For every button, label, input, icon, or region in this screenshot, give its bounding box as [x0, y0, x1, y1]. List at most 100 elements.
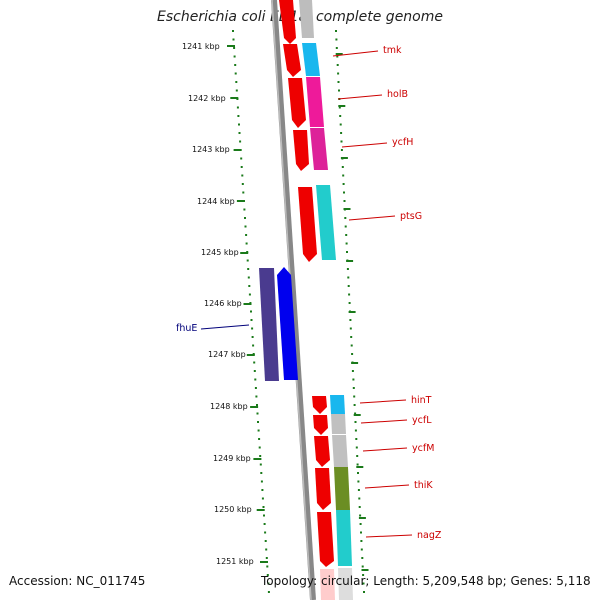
topology-text: Topology: circular; Length: 5,209,548 bp… [261, 574, 591, 588]
right-ruler-dot [345, 242, 348, 245]
gene-fhuE[interactable] [259, 267, 298, 381]
right-ruler-dot [359, 514, 362, 517]
tick-labels: 1241 kbp 1242 kbp 1243 kbp 1244 kbp 1245… [182, 42, 254, 566]
accession-text: Accession: NC_011745 [9, 574, 146, 588]
left-ruler-dot [265, 548, 268, 551]
right-ruler-dot [345, 234, 348, 236]
gene-label-ycfH[interactable]: ycfH [392, 137, 413, 148]
right-ruler-dot [356, 463, 359, 466]
left-ruler-dot [266, 565, 269, 568]
major-tick [233, 149, 242, 151]
left-ruler-dot [262, 506, 265, 508]
right-ruler-dot [356, 455, 359, 457]
gene-label-ptsG[interactable]: ptsG [400, 211, 422, 222]
tick-label-1250: 1250 kbp [214, 505, 252, 514]
right-ruler-dot [344, 217, 347, 219]
left-ruler-dot [257, 429, 260, 432]
right-ruler-dot [336, 64, 339, 66]
left-ruler-dot [246, 259, 249, 262]
right-ruler-dot [343, 200, 346, 202]
left-ruler-dot [253, 370, 256, 372]
left-ruler-dot [239, 140, 242, 143]
right-ruler-dot [363, 591, 365, 593]
gene-ycfH[interactable] [293, 128, 328, 171]
left-ruler-dot [248, 285, 251, 287]
left-ruler-dot [237, 115, 240, 117]
right-ruler-dot [354, 429, 357, 432]
left-ruler-dot [235, 81, 238, 83]
major-tick [236, 200, 245, 202]
gene-label-hinT[interactable]: hinT [411, 395, 432, 406]
right-ruler-dot [355, 446, 358, 449]
right-ruler-dot [359, 523, 362, 525]
right-ruler-dot [335, 30, 337, 32]
gene-nagZ[interactable] [317, 510, 352, 567]
left-ruler-dot [252, 344, 255, 347]
left-ruler-dot [253, 361, 256, 364]
right-ruler-dot [358, 506, 361, 508]
right-ruler-dot [351, 353, 354, 355]
gene-label-nagZ[interactable]: nagZ [417, 530, 442, 541]
gene-label-ycfM[interactable]: ycfM [412, 443, 434, 454]
left-ruler-dot [236, 106, 239, 109]
right-ruler-dot [357, 489, 360, 491]
gene-ptsG[interactable] [298, 185, 336, 262]
gene-label-tmk[interactable]: tmk [383, 45, 402, 56]
right-ruler-dot [357, 472, 359, 474]
right-ruler-dot [348, 293, 351, 296]
left-ruler-dot [258, 438, 261, 440]
left-ruler-dot [266, 574, 269, 576]
gene-features [259, 0, 353, 600]
tick-label-1246: 1246 kbp [204, 299, 242, 308]
gene-partial-top[interactable] [279, 0, 314, 44]
right-ruler-dot [335, 38, 338, 41]
left-ruler-dot [256, 404, 258, 406]
tick-label-1251: 1251 kbp [216, 557, 254, 566]
gene-label-holB[interactable]: holB [387, 89, 408, 100]
gene-ycfL[interactable] [313, 414, 346, 435]
major-tick [335, 53, 343, 55]
left-ruler-dot [264, 540, 267, 542]
left-ruler-dot [260, 480, 263, 483]
left-ruler-dot [254, 387, 257, 389]
left-ruler-dot [256, 412, 259, 415]
right-ruler-dot [339, 115, 342, 117]
right-ruler-dot [361, 565, 364, 568]
gene-tmk[interactable] [283, 43, 320, 77]
left-ruler-dot [238, 123, 240, 126]
left-ruler-dot [232, 30, 234, 32]
gene-hinT[interactable] [312, 395, 345, 414]
left-ruler-dot [267, 582, 270, 585]
right-ruler-dot [349, 319, 352, 321]
map-title: Escherichia coli ED1a, complete genome [157, 9, 443, 25]
gene-partial-bottom[interactable] [320, 568, 353, 600]
right-ruler-dot [340, 149, 343, 151]
gene-holB[interactable] [288, 77, 324, 128]
left-ruler-dot [240, 166, 243, 168]
right-ruler-dot [341, 166, 344, 168]
right-ruler-dot [350, 336, 353, 338]
right-ruler-dot [349, 327, 352, 330]
major-tick [246, 354, 255, 356]
left-ruler-dot [265, 557, 268, 559]
gene-label-thiK[interactable]: thiK [414, 480, 433, 491]
gene-label-ycfL[interactable]: ycfL [412, 415, 432, 426]
right-ruler-dot [351, 370, 354, 372]
major-tick [353, 414, 361, 416]
right-ruler-dot [347, 285, 350, 287]
left-ruler-dot [261, 497, 264, 500]
tick-label-1241: 1241 kbp [182, 42, 220, 51]
right-ruler-dot [353, 404, 356, 406]
tick-label-1248: 1248 kbp [210, 402, 248, 411]
right-ruler-dot [344, 225, 347, 228]
tick-label-1244: 1244 kbp [197, 197, 235, 206]
major-tick [358, 517, 366, 519]
major-tick [256, 509, 265, 511]
gene-ycfM[interactable] [314, 435, 348, 467]
right-ruler-dot [360, 540, 363, 542]
left-ruler-dot [240, 157, 243, 160]
right-ruler-dot [337, 72, 340, 75]
right-ruler-dot [360, 548, 363, 551]
gene-thiK[interactable] [315, 467, 350, 510]
gene-label-fhuE[interactable]: fhuE [176, 323, 197, 334]
